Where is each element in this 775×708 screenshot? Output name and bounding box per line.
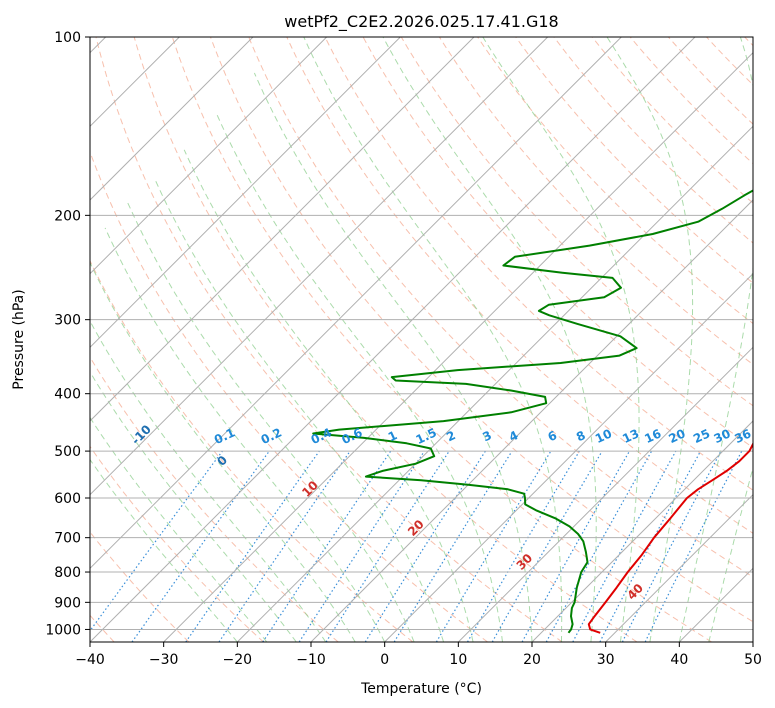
mixing-ratio-label: 25	[691, 426, 712, 446]
mixing-ratio-line	[466, 450, 580, 642]
plot-frame	[89, 36, 754, 643]
mixing-ratio-label: 10	[593, 426, 614, 446]
moist-adiabat	[90, 370, 297, 642]
y-tick-label: 900	[54, 595, 81, 611]
mixing-ratio-line	[325, 450, 450, 642]
dewpoint-line	[312, 189, 753, 634]
x-axis: −40 −30 −20 −10 0 10 20 30 40 50	[75, 642, 762, 668]
dry-adiabat	[477, 37, 753, 325]
mixing-ratio-line	[393, 450, 513, 642]
moist-adiabat	[253, 72, 533, 642]
isotherm-line	[90, 37, 328, 275]
dry-adiabat	[248, 37, 753, 578]
dry-adiabat	[95, 37, 563, 642]
moist-adiabat	[90, 416, 268, 642]
moist-adiabat	[606, 37, 694, 642]
dry-adiabat	[171, 37, 712, 642]
x-tick-label: −30	[149, 652, 179, 668]
plot-area	[90, 37, 753, 642]
moist-adiabat	[90, 320, 327, 642]
mixing-ratio-line	[572, 450, 677, 642]
y-tick-label: 800	[54, 565, 81, 581]
mixing-ratio-line	[185, 450, 320, 642]
isotherm-line	[236, 125, 753, 642]
mixing-ratio-line	[218, 450, 351, 642]
dry-adiabat	[90, 445, 264, 642]
chart-title: wetPf2_C2E2.2026.025.17.41.G18	[284, 12, 558, 32]
x-tick-label: −40	[75, 652, 105, 668]
mixing-ratio-line	[435, 450, 552, 642]
y-tick-label: 700	[54, 531, 81, 547]
dry-adiabat	[90, 259, 414, 642]
moist-adiabat	[482, 37, 640, 642]
moist-adiabat	[303, 37, 563, 642]
moist-adiabat	[104, 227, 386, 642]
dry-adiabat	[515, 37, 753, 284]
x-axis-label: Temperature (°C)	[360, 681, 482, 697]
y-tick-label: 400	[54, 387, 81, 403]
isotherm-line	[90, 37, 622, 570]
isotherm-line	[457, 346, 753, 642]
series-lines	[312, 189, 753, 634]
y-tick-label: 300	[54, 313, 81, 329]
temperature-line	[587, 441, 753, 634]
mixing-ratio-label: 20	[667, 426, 688, 446]
isotherm-line	[90, 37, 549, 496]
x-tick-label: −20	[223, 652, 253, 668]
x-tick-label: 20	[523, 652, 541, 668]
moist-adiabat	[708, 465, 753, 642]
x-tick-label: 0	[380, 652, 389, 668]
mixing-ratio-line	[131, 450, 270, 642]
dry-adiabat	[133, 37, 638, 642]
y-axis-label: Pressure (hPa)	[11, 289, 27, 389]
y-tick-label: 100	[54, 30, 81, 46]
moist-adiabat	[90, 458, 238, 642]
x-tick-label: 50	[744, 652, 762, 668]
moist-adiabat	[126, 201, 415, 642]
moist-adiabat	[678, 37, 753, 642]
dry-adiabat	[210, 37, 753, 623]
dry-adiabat	[324, 37, 753, 491]
mixing-ratio-line	[364, 450, 486, 642]
y-tick-label: 600	[54, 491, 81, 507]
isotherm-line	[90, 37, 696, 642]
mixing-ratio-label: 30	[712, 426, 733, 446]
isotherm-line	[163, 51, 753, 642]
moist-adiabat	[382, 37, 597, 642]
mixing-ratio-label: 36	[732, 426, 753, 446]
mixing-ratio-line	[521, 450, 631, 642]
y-axis: 100 200 300 400 500 600 700 800 900 1000	[45, 30, 90, 638]
dry-adiabat	[591, 37, 753, 204]
mixing-ratio-label: 16	[642, 426, 663, 446]
mixing-ratio-line	[491, 450, 603, 642]
isotherm-line	[605, 493, 753, 642]
moist-adiabat	[155, 180, 445, 642]
x-tick-label: 30	[597, 652, 615, 668]
y-tick-label: 200	[54, 208, 81, 224]
x-tick-label: 10	[449, 652, 467, 668]
mixing-ratio-line	[90, 450, 223, 632]
dry-adiabat	[400, 37, 753, 407]
mixing-ratio-label: 13	[620, 426, 641, 446]
moist-adiabat	[216, 113, 503, 642]
grid-lines	[90, 37, 753, 642]
isotherm-line	[90, 37, 475, 422]
y-tick-label: 500	[54, 444, 81, 460]
isotherm-line	[531, 420, 753, 642]
background-lines	[90, 37, 753, 642]
isotherm-line	[310, 199, 753, 642]
isotherm-line	[384, 272, 753, 642]
moist-adiabat	[90, 261, 356, 642]
isotherm-line	[90, 37, 254, 201]
dry-adiabat	[629, 37, 753, 165]
x-tick-label: 40	[670, 652, 688, 668]
x-tick-label: −10	[296, 652, 326, 668]
isotherm-line	[90, 37, 401, 349]
y-tick-label: 1000	[45, 622, 81, 638]
